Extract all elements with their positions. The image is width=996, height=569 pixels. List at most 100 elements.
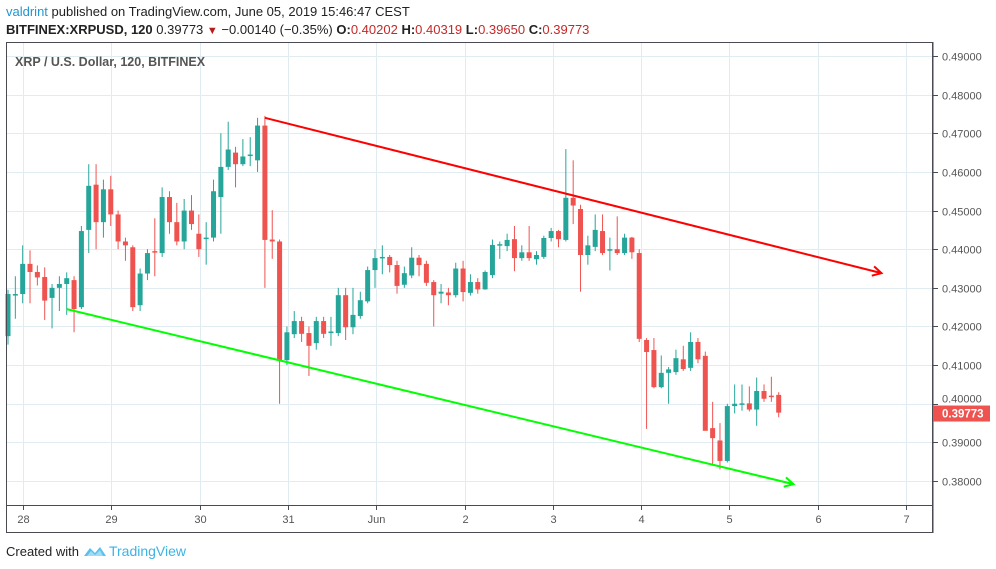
candle-up: [181, 210, 187, 242]
candle-up: [592, 229, 598, 247]
candle-down: [746, 403, 752, 410]
candle-up: [357, 300, 363, 317]
last-price: 0.39773: [156, 22, 204, 37]
candle-up: [225, 149, 231, 167]
grid: [7, 43, 933, 505]
candle-up: [504, 239, 510, 247]
candle-down: [71, 280, 77, 310]
candle-down: [680, 359, 686, 369]
candle-up: [754, 391, 760, 410]
tradingview-brand-link[interactable]: TradingView: [108, 543, 187, 559]
price-tick-label: 0.49000: [942, 52, 982, 64]
candle-up: [12, 294, 18, 296]
high-label: H:: [401, 22, 416, 37]
support-arrow-icon: [783, 476, 796, 488]
candle-down: [269, 239, 275, 242]
candle-up: [20, 263, 26, 295]
candle-up: [159, 197, 165, 254]
candle-down: [196, 233, 202, 250]
candle-down: [644, 340, 650, 352]
time-tick-label: 2: [462, 514, 468, 526]
axes: [6, 42, 934, 533]
candle-up: [291, 321, 297, 335]
trendlines: [66, 116, 884, 488]
candle-up: [666, 369, 672, 373]
candle-down: [189, 210, 194, 225]
candle-up: [482, 271, 488, 290]
candle-down: [166, 197, 172, 223]
support-trendline: [66, 308, 794, 486]
candle-up: [688, 341, 694, 368]
price-tick-label: 0.41000: [942, 361, 982, 373]
time-axis[interactable]: 28 29 30 31 Jun 2 3 4 5 6 7: [17, 505, 910, 526]
created-with-label: Created with: [6, 543, 79, 559]
candle-up: [5, 294, 11, 337]
high-value: 0.40319: [415, 22, 463, 37]
price-change: −0.00140 (−0.35%): [221, 22, 333, 37]
candle-down: [431, 282, 437, 296]
candle-down: [445, 292, 451, 296]
down-triangle-icon: ▼: [206, 25, 218, 37]
chart-title: XRP / U.S. Dollar, 120, BITFINEX: [15, 55, 206, 69]
candle-up: [409, 257, 415, 276]
candle-down: [122, 241, 128, 246]
candle-up: [489, 244, 495, 276]
candle-up: [247, 154, 253, 157]
candle-down: [526, 252, 532, 259]
price-tick-label: 0.40000: [942, 394, 982, 406]
price-tick-label: 0.38000: [942, 477, 982, 489]
candle-down: [651, 350, 657, 388]
candle-down: [306, 333, 312, 346]
price-tick-label: 0.47000: [942, 129, 982, 141]
candle-up: [350, 314, 356, 328]
candle-up: [673, 358, 679, 373]
candle-up: [218, 166, 224, 198]
candle-up: [255, 125, 261, 161]
candle-down: [600, 231, 606, 254]
candle-up: [64, 278, 70, 284]
candle-down: [776, 394, 782, 413]
candle-down: [636, 253, 642, 339]
price-tick-label: 0.42000: [942, 322, 982, 334]
price-tick-label: 0.43000: [942, 284, 982, 296]
candle-down: [475, 282, 481, 290]
candle-up: [144, 253, 150, 274]
candle-down: [115, 214, 121, 242]
candle-down: [695, 341, 701, 360]
candle-down: [387, 256, 393, 266]
price-tick-label: 0.46000: [942, 168, 982, 180]
candle-up: [467, 282, 473, 293]
price-axis[interactable]: 0.49000 0.48000 0.47000 0.46000 0.45000 0.440…: [933, 52, 982, 489]
candle-down: [511, 239, 517, 259]
candle-up: [563, 197, 569, 240]
time-tick-label: 5: [726, 514, 732, 526]
candle-up: [203, 237, 209, 240]
price-tick-label: 0.44000: [942, 245, 982, 257]
candle-down: [702, 355, 708, 431]
candle-down: [394, 265, 400, 286]
time-tick-label: 4: [638, 514, 644, 526]
candle-up: [49, 287, 55, 298]
candle-up: [739, 403, 745, 405]
candle-up: [541, 237, 547, 257]
candle-up: [438, 291, 444, 294]
candle-down: [570, 197, 576, 206]
candle-up: [548, 231, 554, 238]
resistance-trendline: [264, 116, 882, 275]
low-value: 0.39650: [478, 22, 526, 37]
symbol-label: BITFINEX:XRPUSD, 120: [6, 22, 153, 37]
low-label: L:: [465, 22, 479, 37]
candle-down: [416, 257, 422, 266]
candle-up: [86, 185, 92, 230]
close-label: C:: [528, 22, 543, 37]
candle-down: [299, 321, 305, 334]
candle-down: [27, 263, 33, 272]
candle-down: [174, 222, 180, 242]
candle-down: [34, 271, 40, 278]
candle-down: [343, 295, 349, 328]
close-value: 0.39773: [542, 22, 590, 37]
tradingview-logo-icon: [83, 547, 106, 556]
author-link[interactable]: valdrint: [6, 4, 48, 19]
candle-up: [658, 372, 664, 388]
